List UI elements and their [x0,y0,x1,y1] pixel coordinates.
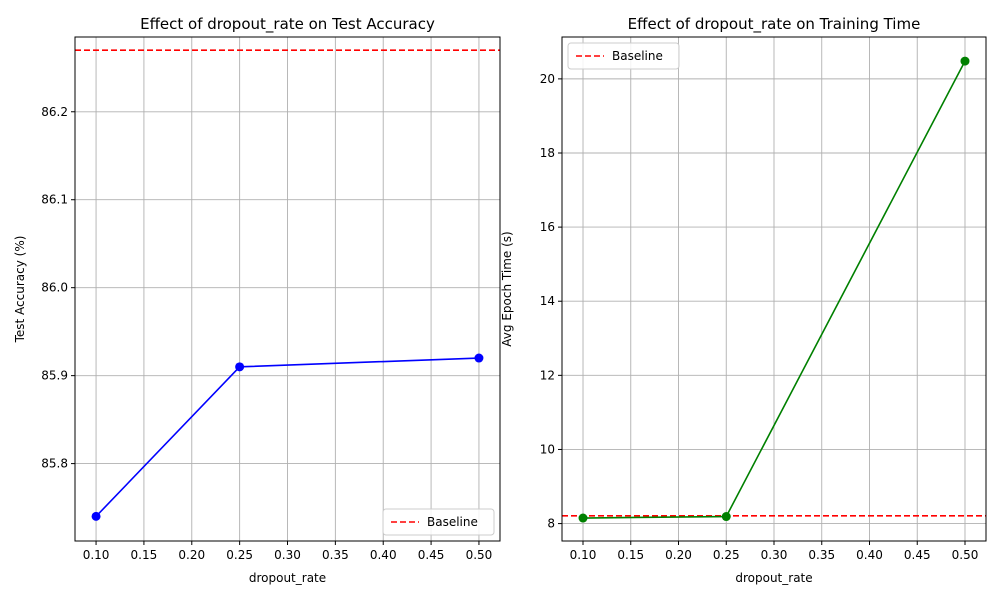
data-point [721,512,731,522]
legend: Baseline [567,42,680,70]
x-tick-label: 0.20 [665,548,692,562]
x-tick-label: 0.40 [856,548,883,562]
x-axis-label: dropout_rate [249,571,326,585]
x-tick-label: 0.15 [131,548,158,562]
legend: Baseline [382,508,495,536]
y-tick-label: 10 [540,442,555,456]
x-tick-label: 0.25 [713,548,740,562]
y-tick-label: 16 [540,220,555,234]
chart-title: Effect of dropout_rate on Test Accuracy [140,15,435,34]
data-point [235,362,245,372]
x-tick-label: 0.50 [952,548,979,562]
grid-lines [562,37,986,541]
x-tick-label: 0.10 [83,548,110,562]
x-tick-label: 0.40 [370,548,397,562]
x-axis-label: dropout_rate [735,571,812,585]
data-series [578,56,970,523]
x-ticks: 0.10 0.15 0.20 0.25 0.30 0.35 0.40 0.45 0.50 [570,541,979,562]
chart-title: Effect of dropout_rate on Training Time [628,15,921,34]
x-tick-label: 0.15 [617,548,644,562]
legend-baseline-label: Baseline [612,49,663,63]
data-point [960,56,970,66]
x-tick-label: 0.50 [466,548,493,562]
x-tick-label: 0.35 [808,548,835,562]
chart-panel-accuracy: 0.10 0.15 0.20 0.25 0.30 0.35 0.40 0.45 0.50 85.… [13,15,501,585]
x-tick-label: 0.25 [226,548,253,562]
y-tick-label: 86.1 [41,193,68,207]
y-axis-label: Test Accuracy (%) [13,236,27,344]
x-tick-label: 0.30 [274,548,301,562]
y-tick-label: 85.8 [41,457,68,471]
y-tick-label: 12 [540,368,555,382]
x-tick-label: 0.10 [570,548,597,562]
y-axis-label: Avg Epoch Time (s) [500,231,514,346]
legend-box [382,508,495,536]
y-tick-label: 8 [547,517,555,531]
x-tick-label: 0.45 [904,548,931,562]
data-point [578,513,588,523]
x-tick-label: 0.20 [178,548,205,562]
y-tick-label: 86.0 [41,281,68,295]
data-point [91,511,101,521]
y-tick-label: 20 [540,72,555,86]
data-point [474,353,484,363]
y-ticks: 8 10 12 14 16 18 20 [540,72,562,531]
legend-box [567,42,680,70]
x-tick-label: 0.45 [418,548,445,562]
legend-baseline-label: Baseline [427,515,478,529]
y-tick-label: 14 [540,294,555,308]
y-tick-label: 86.2 [41,105,68,119]
x-ticks: 0.10 0.15 0.20 0.25 0.30 0.35 0.40 0.45 0.50 [83,541,493,562]
grid-lines [75,37,500,541]
chart-panel-training-time: 0.10 0.15 0.20 0.25 0.30 0.35 0.40 0.45 0.50 8 10… [500,15,987,585]
y-ticks: 85.8 85.9 86.0 86.1 86.2 [41,105,75,471]
y-tick-label: 85.9 [41,369,68,383]
x-tick-label: 0.35 [322,548,349,562]
data-series [91,353,484,521]
y-tick-label: 18 [540,146,555,160]
x-tick-label: 0.30 [761,548,788,562]
